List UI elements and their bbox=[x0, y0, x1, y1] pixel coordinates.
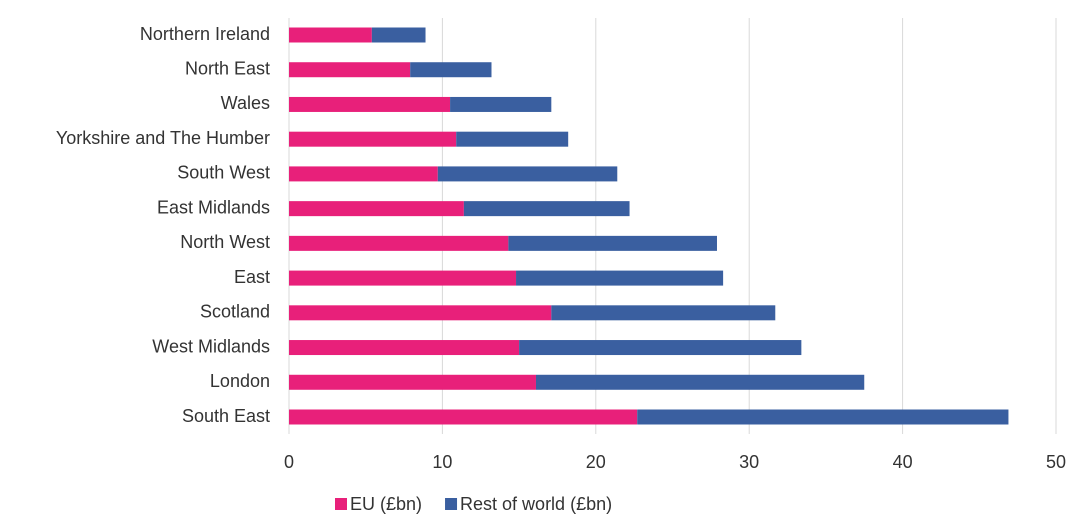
bar bbox=[551, 305, 776, 321]
y-tick-label: West Midlands bbox=[152, 336, 270, 356]
legend-swatch bbox=[335, 498, 347, 510]
x-tick-label: 20 bbox=[586, 452, 606, 472]
bar bbox=[289, 131, 457, 147]
y-tick-label: North East bbox=[185, 58, 270, 78]
bar bbox=[289, 270, 517, 286]
bar bbox=[371, 27, 426, 43]
bar bbox=[289, 201, 464, 217]
bar bbox=[535, 374, 865, 390]
x-tick-label: 0 bbox=[284, 452, 294, 472]
bar bbox=[289, 305, 552, 321]
y-tick-label: South West bbox=[177, 163, 270, 183]
bar bbox=[516, 270, 724, 286]
bar bbox=[289, 96, 451, 112]
bar bbox=[456, 131, 569, 147]
x-tick-label: 40 bbox=[893, 452, 913, 472]
y-tick-label: Yorkshire and The Humber bbox=[56, 128, 270, 148]
bar bbox=[289, 62, 411, 78]
bar bbox=[463, 201, 630, 217]
y-tick-label: South East bbox=[182, 406, 270, 426]
legend-swatch bbox=[445, 498, 458, 510]
bar bbox=[508, 235, 717, 251]
x-tick-label: 50 bbox=[1046, 452, 1066, 472]
bar bbox=[289, 340, 520, 356]
x-tick-label: 30 bbox=[739, 452, 759, 472]
bar bbox=[637, 409, 1009, 425]
bar bbox=[289, 27, 372, 43]
y-tick-label: Wales bbox=[221, 93, 270, 113]
legend-label: EU (£bn) bbox=[350, 494, 422, 514]
legend-label: Rest of world (£bn) bbox=[460, 494, 612, 514]
bar bbox=[519, 340, 802, 356]
y-tick-label: Scotland bbox=[200, 302, 270, 322]
bar bbox=[289, 166, 438, 182]
y-tick-label: North West bbox=[180, 232, 270, 252]
x-tick-label: 10 bbox=[432, 452, 452, 472]
bar bbox=[289, 409, 638, 425]
bar bbox=[289, 235, 509, 251]
bar bbox=[289, 374, 536, 390]
y-tick-label: London bbox=[210, 371, 270, 391]
y-tick-label: East bbox=[234, 267, 270, 287]
y-tick-label: Northern Ireland bbox=[140, 24, 270, 44]
y-tick-label: East Midlands bbox=[157, 197, 270, 217]
bar bbox=[437, 166, 618, 182]
bar bbox=[410, 62, 492, 78]
bar bbox=[450, 96, 552, 112]
